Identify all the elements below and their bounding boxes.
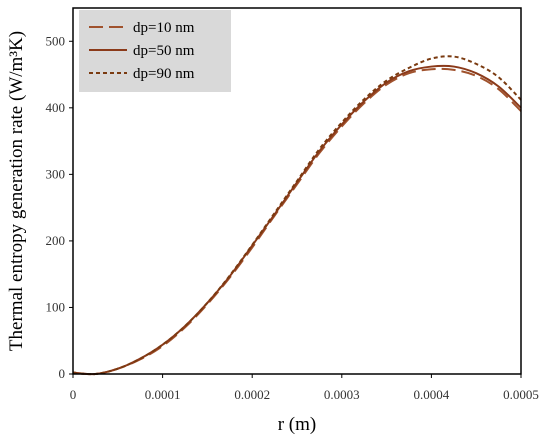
y-tick-label: 200 (46, 233, 66, 248)
x-axis-ticks: 0 0.0001 0.0002 0.0003 0.0004 0.0005 (70, 374, 539, 402)
x-tick-label: 0 (70, 387, 77, 402)
legend-label-2: dp=50 nm (133, 43, 195, 59)
y-axis-ticks: 0 100 200 300 400 500 (46, 33, 73, 381)
series-line-1 (72, 67, 522, 376)
y-tick-label: 100 (46, 299, 66, 314)
x-tick-label: 0.0005 (503, 387, 539, 402)
legend-label-1: dp=10 nm (133, 20, 195, 36)
series-layer (72, 55, 522, 376)
x-tick-label: 0.0003 (324, 387, 360, 402)
y-axis-title: Thermal entropy generation rate (W/m³K) (6, 31, 27, 351)
plot-area-frame (72, 7, 522, 375)
y-tick-label: 500 (46, 33, 66, 48)
legend-label-3: dp=90 nm (133, 66, 195, 82)
x-tick-label: 0.0001 (145, 387, 181, 402)
x-tick-label: 0.0004 (414, 387, 450, 402)
x-axis-title: r (m) (278, 414, 317, 435)
series-line-2 (72, 64, 522, 376)
y-tick-label: 0 (59, 366, 66, 381)
series-line-3 (72, 55, 522, 376)
y-tick-label: 400 (46, 100, 66, 115)
legend: dp=10 nm dp=50 nm dp=90 nm (79, 10, 231, 92)
x-tick-label: 0.0002 (234, 387, 270, 402)
y-tick-label: 300 (46, 166, 66, 181)
